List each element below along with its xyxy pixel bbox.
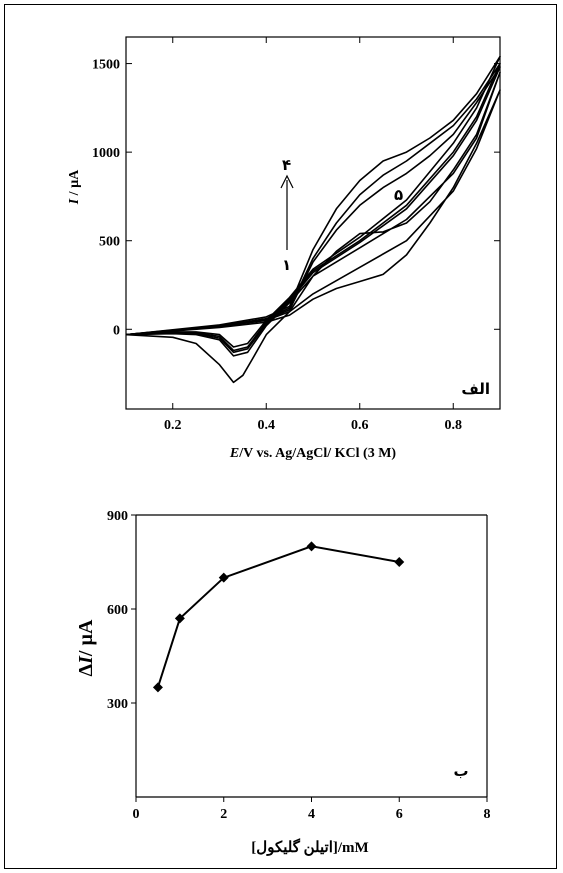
cv-y-ticks: 0 500 1000 1500 xyxy=(92,58,500,338)
dc-x-axis-label: [اتیلن گلیکول]/mM xyxy=(251,838,368,856)
dc-series-line xyxy=(156,545,400,688)
dc-data-point xyxy=(174,613,185,624)
cv-y-tick-label: 1500 xyxy=(92,58,120,73)
cv-arrow-label-top: ۴ xyxy=(282,156,291,174)
dc-data-point xyxy=(218,572,229,583)
cv-y-axis-label-rest: / µA xyxy=(67,169,82,199)
dc-y-tick-label: 900 xyxy=(107,509,128,524)
dc-x-tick-label: 2 xyxy=(220,807,227,822)
cv-x-tick-label: 0.4 xyxy=(258,418,276,433)
dc-data-point xyxy=(152,682,163,693)
cv-series-group xyxy=(125,55,501,384)
cv-series-line-3 xyxy=(125,62,501,352)
dc-y-axis-label-prefix: Δ xyxy=(75,663,97,676)
cv-x-tick-label: 0.2 xyxy=(164,418,182,433)
cv-y-tick-label: 500 xyxy=(99,235,120,250)
cv-plot-area xyxy=(125,36,501,410)
figure-frame xyxy=(4,4,557,869)
dc-y-tick-label: 300 xyxy=(107,697,128,712)
dc-x-tick-label: 4 xyxy=(308,807,315,822)
dc-panel-label: ب xyxy=(453,762,468,780)
cv-x-tick-label: 0.8 xyxy=(445,418,463,433)
dc-x-tick-label: 0 xyxy=(133,807,140,822)
cv-y-tick-label: 0 xyxy=(113,323,120,338)
dc-x-ticks: 0 2 4 6 8 xyxy=(133,797,491,822)
cv-curve-label: ۵ xyxy=(394,186,403,204)
cv-x-tick-label: 0.6 xyxy=(351,418,369,433)
cv-series-line-5 xyxy=(125,66,501,354)
cv-arrow-head xyxy=(280,174,294,189)
cv-x-axis-label-rest: /V vs. Ag/AgCl/ KCl (3 M) xyxy=(238,446,396,461)
dc-data-point xyxy=(306,541,317,552)
dc-x-tick-label: 6 xyxy=(396,807,403,822)
dc-y-axis-label: ΔI/ µA xyxy=(75,619,97,676)
cv-y-axis-label: I / µA xyxy=(67,169,82,205)
cv-y-tick-label: 1000 xyxy=(92,146,120,161)
cv-chart: 0.2 0.4 0.6 0.8 0 500 1000 1500 ۴ ۱ ۵ الف E/V … xyxy=(67,36,501,461)
cv-series-line-1 xyxy=(125,89,501,384)
dc-y-axis-label-rest: / µA xyxy=(75,619,97,657)
dc-data-point xyxy=(394,557,405,567)
dc-x-tick-label: 8 xyxy=(484,807,491,822)
dc-y-tick-label: 600 xyxy=(107,603,128,618)
dc-y-axis-label-italic: I xyxy=(75,655,97,665)
cv-series-line-2 xyxy=(125,71,501,357)
cv-x-ticks: 0.2 0.4 0.6 0.8 xyxy=(164,37,462,433)
cv-arrow-label-bottom: ۱ xyxy=(282,256,291,274)
cv-y-axis-label-italic: I xyxy=(67,198,82,205)
delta-current-chart: 0 2 4 6 8 300 600 900 ب [اتیلن گلیکول]/mM ΔI/ … xyxy=(75,509,491,856)
cv-series-line-4 xyxy=(125,55,501,348)
cv-panel-label: الف xyxy=(461,380,490,398)
dc-y-ticks: 300 600 900 xyxy=(107,509,136,712)
cv-x-axis-label-italic: E xyxy=(229,446,239,461)
cv-x-axis-label: E/V vs. Ag/AgCl/ KCl (3 M) xyxy=(229,446,397,461)
dc-data-points xyxy=(152,541,405,693)
